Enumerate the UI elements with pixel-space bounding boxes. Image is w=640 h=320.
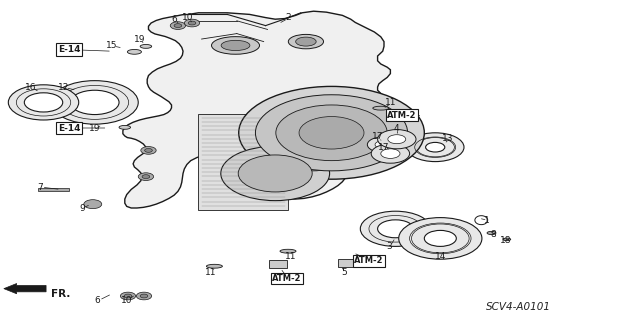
Text: 3: 3 (387, 242, 392, 251)
Bar (198, 114, 288, 210)
Polygon shape (123, 11, 390, 208)
Ellipse shape (503, 238, 511, 241)
Circle shape (238, 155, 312, 192)
Text: ATM-2: ATM-2 (354, 256, 383, 265)
Ellipse shape (119, 125, 131, 129)
Ellipse shape (211, 37, 260, 54)
Ellipse shape (280, 121, 345, 162)
Text: 5: 5 (342, 268, 347, 277)
Ellipse shape (296, 37, 316, 46)
Circle shape (188, 21, 196, 25)
Circle shape (141, 147, 156, 154)
Ellipse shape (266, 112, 358, 171)
Circle shape (375, 141, 390, 148)
Circle shape (136, 292, 152, 300)
Bar (38, 188, 69, 191)
Text: 10: 10 (182, 13, 193, 22)
Text: 18: 18 (500, 236, 511, 245)
Circle shape (299, 116, 364, 149)
Text: E-14: E-14 (58, 45, 81, 54)
Circle shape (138, 173, 154, 180)
FancyBboxPatch shape (338, 259, 356, 267)
Text: 17: 17 (378, 143, 390, 152)
Circle shape (371, 144, 410, 163)
Text: 14: 14 (435, 252, 446, 261)
Text: 7: 7 (37, 183, 42, 192)
Ellipse shape (487, 231, 496, 235)
Circle shape (378, 220, 413, 238)
Circle shape (70, 90, 119, 115)
Text: 9: 9 (79, 204, 84, 213)
Text: ATM-2: ATM-2 (272, 274, 301, 283)
Circle shape (255, 95, 408, 171)
Circle shape (381, 149, 400, 158)
Ellipse shape (221, 40, 250, 51)
Ellipse shape (140, 44, 152, 48)
Text: 19: 19 (134, 35, 145, 44)
Circle shape (184, 19, 200, 27)
Circle shape (124, 294, 132, 298)
Circle shape (221, 146, 330, 201)
Text: 6: 6 (95, 296, 100, 305)
Circle shape (51, 81, 138, 124)
Text: E-14: E-14 (58, 124, 81, 132)
Circle shape (120, 292, 136, 300)
Text: 11: 11 (285, 252, 297, 261)
Text: 6: 6 (172, 15, 177, 24)
Text: 16: 16 (25, 83, 36, 92)
Ellipse shape (288, 35, 323, 49)
Text: 11: 11 (205, 268, 217, 277)
Circle shape (170, 22, 186, 29)
FancyBboxPatch shape (269, 260, 287, 268)
Ellipse shape (372, 106, 388, 110)
Circle shape (426, 142, 445, 152)
Text: 17: 17 (372, 132, 383, 141)
Ellipse shape (253, 104, 371, 179)
Text: 4: 4 (394, 124, 399, 132)
Text: 11: 11 (385, 98, 396, 107)
Text: SCV4-A0101: SCV4-A0101 (486, 301, 551, 312)
Circle shape (145, 148, 152, 152)
Text: 10: 10 (121, 296, 132, 305)
Text: 12: 12 (58, 83, 70, 92)
Circle shape (276, 105, 387, 161)
Circle shape (360, 211, 431, 246)
Circle shape (399, 218, 482, 259)
Ellipse shape (280, 249, 296, 253)
Circle shape (24, 93, 63, 112)
Circle shape (378, 130, 416, 149)
Text: 1: 1 (484, 216, 489, 225)
Circle shape (388, 135, 406, 144)
Circle shape (406, 133, 464, 162)
Text: 19: 19 (89, 124, 100, 133)
Text: 8: 8 (490, 230, 495, 239)
Circle shape (367, 137, 398, 152)
Text: FR.: FR. (51, 289, 70, 300)
Circle shape (140, 294, 148, 298)
Circle shape (8, 85, 79, 120)
Ellipse shape (127, 50, 141, 54)
Circle shape (174, 24, 182, 28)
Circle shape (142, 175, 150, 179)
Circle shape (424, 230, 456, 246)
Text: 2: 2 (285, 13, 291, 22)
FancyArrow shape (4, 284, 46, 294)
Text: 13: 13 (442, 134, 454, 143)
Circle shape (239, 86, 424, 179)
Text: ATM-2: ATM-2 (387, 111, 417, 120)
Ellipse shape (206, 264, 223, 268)
Circle shape (84, 200, 102, 209)
Text: 15: 15 (106, 41, 118, 50)
